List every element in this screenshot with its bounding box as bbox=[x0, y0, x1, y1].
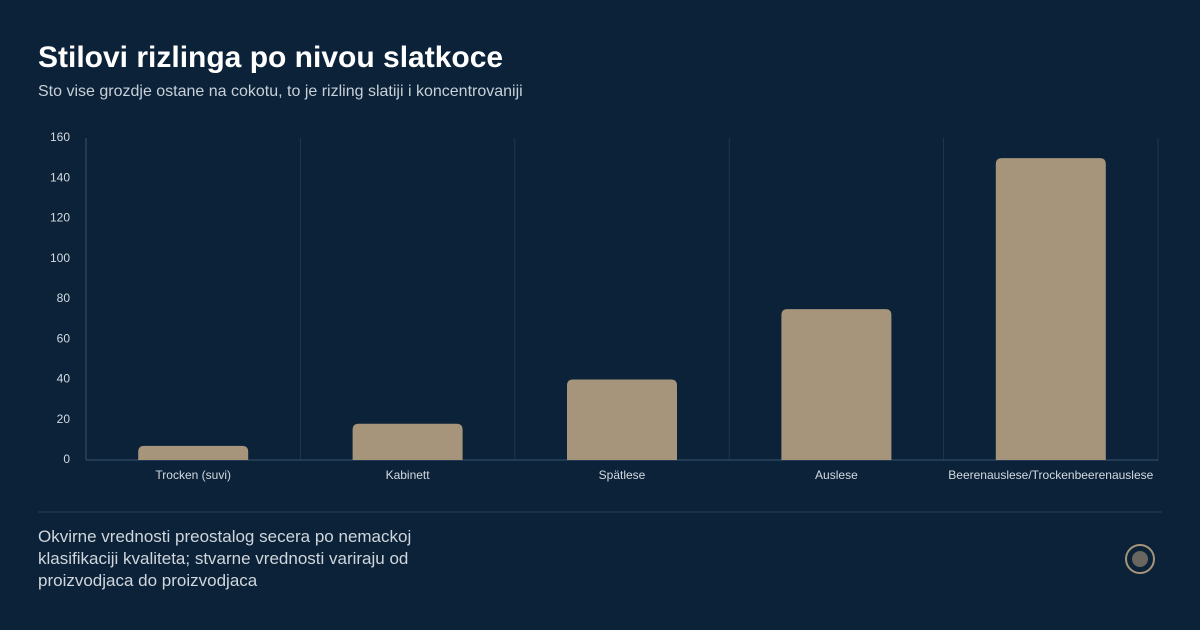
bar bbox=[567, 379, 677, 460]
footnote: Okvirne vrednosti preostalog secera po n… bbox=[38, 527, 412, 590]
y-tick-label: 160 bbox=[50, 130, 70, 144]
y-tick-label: 100 bbox=[50, 251, 70, 265]
x-tick-label: Trocken (suvi) bbox=[155, 468, 231, 482]
logo bbox=[1125, 544, 1155, 574]
bar bbox=[995, 158, 1106, 460]
x-tick-label: Kabinett bbox=[386, 468, 431, 482]
bar bbox=[781, 309, 892, 460]
y-tick-label: 60 bbox=[57, 331, 71, 345]
y-tick-label: 0 bbox=[63, 452, 70, 466]
y-tick-label: 140 bbox=[50, 170, 70, 184]
bar bbox=[352, 423, 463, 460]
chart-title: Stilovi rizlinga po nivou slatkoce bbox=[38, 41, 503, 74]
y-tick-label: 80 bbox=[57, 291, 71, 305]
y-tick-label: 40 bbox=[57, 372, 71, 386]
bar bbox=[138, 445, 249, 460]
y-tick-label: 120 bbox=[50, 211, 70, 225]
x-tick-label: Spätlese bbox=[599, 468, 646, 482]
x-tick-label: Auslese bbox=[815, 468, 858, 482]
chart-subtitle: Sto vise grozdje ostane na cokotu, to je… bbox=[38, 83, 523, 100]
y-tick-label: 20 bbox=[57, 412, 71, 426]
x-tick-label: Beerenauslese/Trockenbeerenauslese bbox=[948, 468, 1153, 482]
